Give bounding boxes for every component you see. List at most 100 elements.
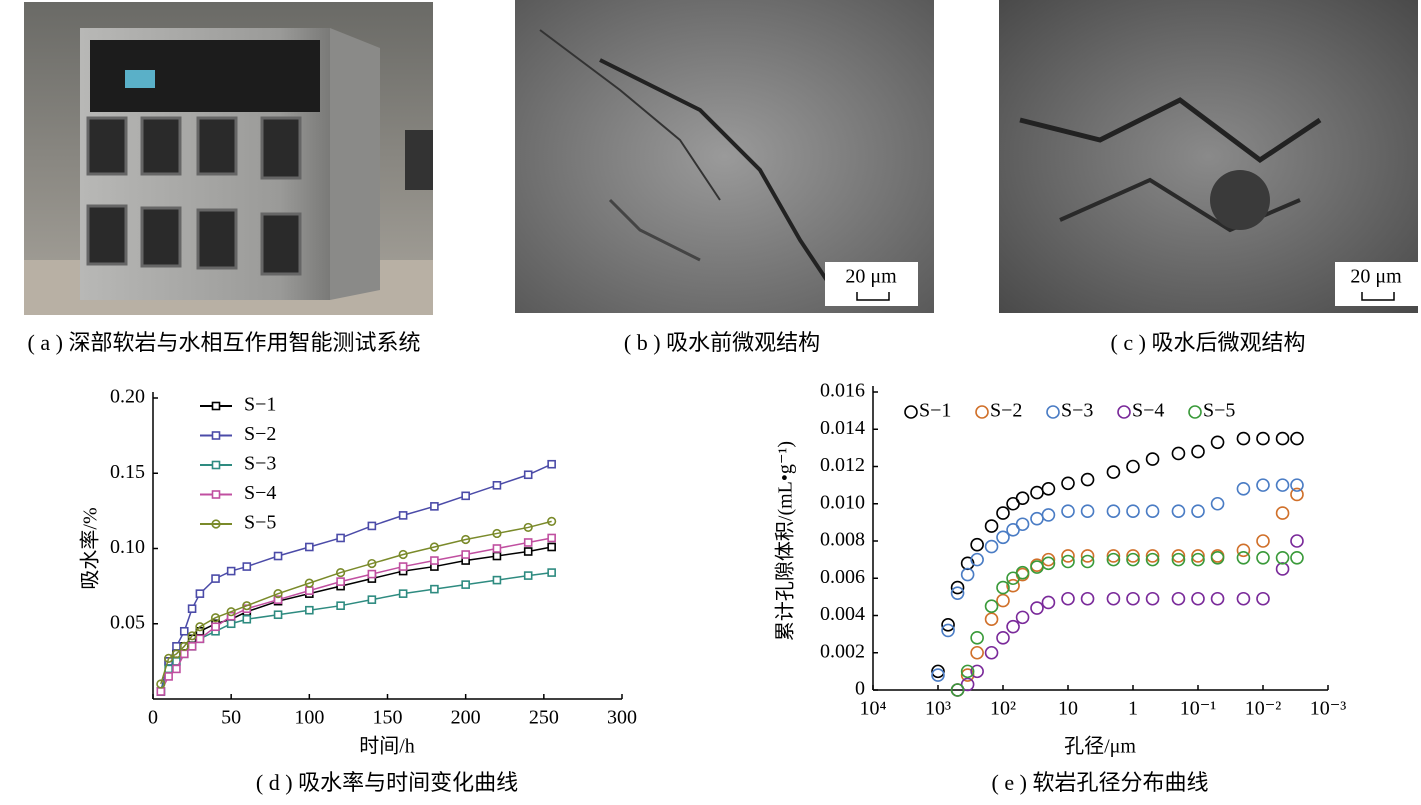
marker [1256,591,1270,606]
marker [398,589,408,598]
marker [179,626,189,636]
sem-image [999,0,1418,313]
y-tick-label: 0.010 [820,491,865,513]
marker [156,687,166,696]
marker [430,584,439,594]
legend-marker [211,431,221,440]
x-tick-label: 1 [1128,698,1138,720]
marker [1030,601,1044,615]
y-tick-label: 0 [855,678,865,700]
marker [1015,565,1030,580]
x-tick-label: 50 [221,707,241,729]
x-tick-label: 10⁻² [1245,698,1282,720]
marker [1041,482,1056,496]
marker [179,649,189,659]
marker [273,595,283,604]
x-tick-label: 10 [1058,698,1078,720]
marker [1191,552,1205,567]
marker [171,649,182,659]
marker [1061,476,1075,491]
legend-marker [904,405,918,419]
marker [960,556,975,571]
caption: ( b ) 吸水前微观结构 [624,330,820,355]
legend-marker [211,401,221,411]
legend-label: S−3 [244,453,276,475]
marker [1275,562,1290,576]
marker [950,683,965,697]
marker [336,577,345,586]
marker [461,491,470,501]
marker [164,672,173,681]
marker [1106,549,1121,563]
marker [996,631,1010,645]
marker [960,567,975,582]
marker [1236,431,1251,446]
y-tick-label: 0.15 [110,461,145,483]
marker [492,575,502,585]
marker [1061,554,1075,569]
marker [172,642,181,651]
marker [1210,550,1225,565]
marker [461,550,470,559]
legend-marker [1188,405,1202,419]
marker [1015,610,1030,625]
marker [960,677,975,692]
marker [367,521,377,531]
line [160,537,552,692]
marker [1290,431,1304,446]
marker [1171,504,1186,519]
marker [1126,591,1140,606]
legend-marker [211,490,221,499]
marker [1041,552,1056,567]
marker [187,604,197,614]
y-tick-label: 0.10 [110,536,145,558]
legend-label: S−4 [244,482,276,504]
legend-label: S−3 [1061,400,1093,422]
y-axis-label: 吸水率/% [79,507,102,589]
marker [1236,591,1251,606]
marker [195,622,205,632]
marker [1061,591,1075,606]
marker [172,664,181,674]
marker [523,538,533,547]
marker [970,645,984,660]
legend-label: S−2 [990,400,1022,422]
marker [1080,472,1095,487]
legend-label: S−1 [919,400,951,422]
marker [492,551,502,561]
marker [1171,549,1186,563]
marker [1290,534,1304,548]
marker [996,580,1010,595]
marker [1106,465,1121,479]
x-tick-label: 10³ [925,698,951,720]
marker [367,569,377,579]
chart-title: ( e ) 软岩孔径分布曲线 [992,770,1209,795]
marker [970,631,984,645]
marker [211,574,220,583]
x-axis-label: 时间/h [359,735,415,758]
marker [547,533,556,543]
y-tick-label: 0.016 [820,380,865,402]
marker [1061,549,1075,563]
marker [523,571,533,580]
marker [430,556,439,565]
marker [430,502,439,511]
marker [1106,552,1121,567]
marker [547,516,557,527]
scale-bar-label: 20 μm [1350,266,1402,288]
marker [429,542,440,552]
marker [1191,504,1205,519]
marker [950,586,965,600]
marker [1171,552,1186,567]
marker [1126,549,1140,563]
x-axis-label: 孔径/μm [1064,735,1136,758]
marker [461,534,471,545]
marker [1126,504,1140,519]
marker [984,539,999,554]
y-tick-label: 0.014 [820,417,865,439]
marker [273,610,283,620]
marker [492,528,502,539]
x-tick-label: 100 [294,707,324,729]
caption: ( a ) 深部软岩与水相互作用智能测试系统 [28,330,421,355]
marker [1171,446,1186,461]
